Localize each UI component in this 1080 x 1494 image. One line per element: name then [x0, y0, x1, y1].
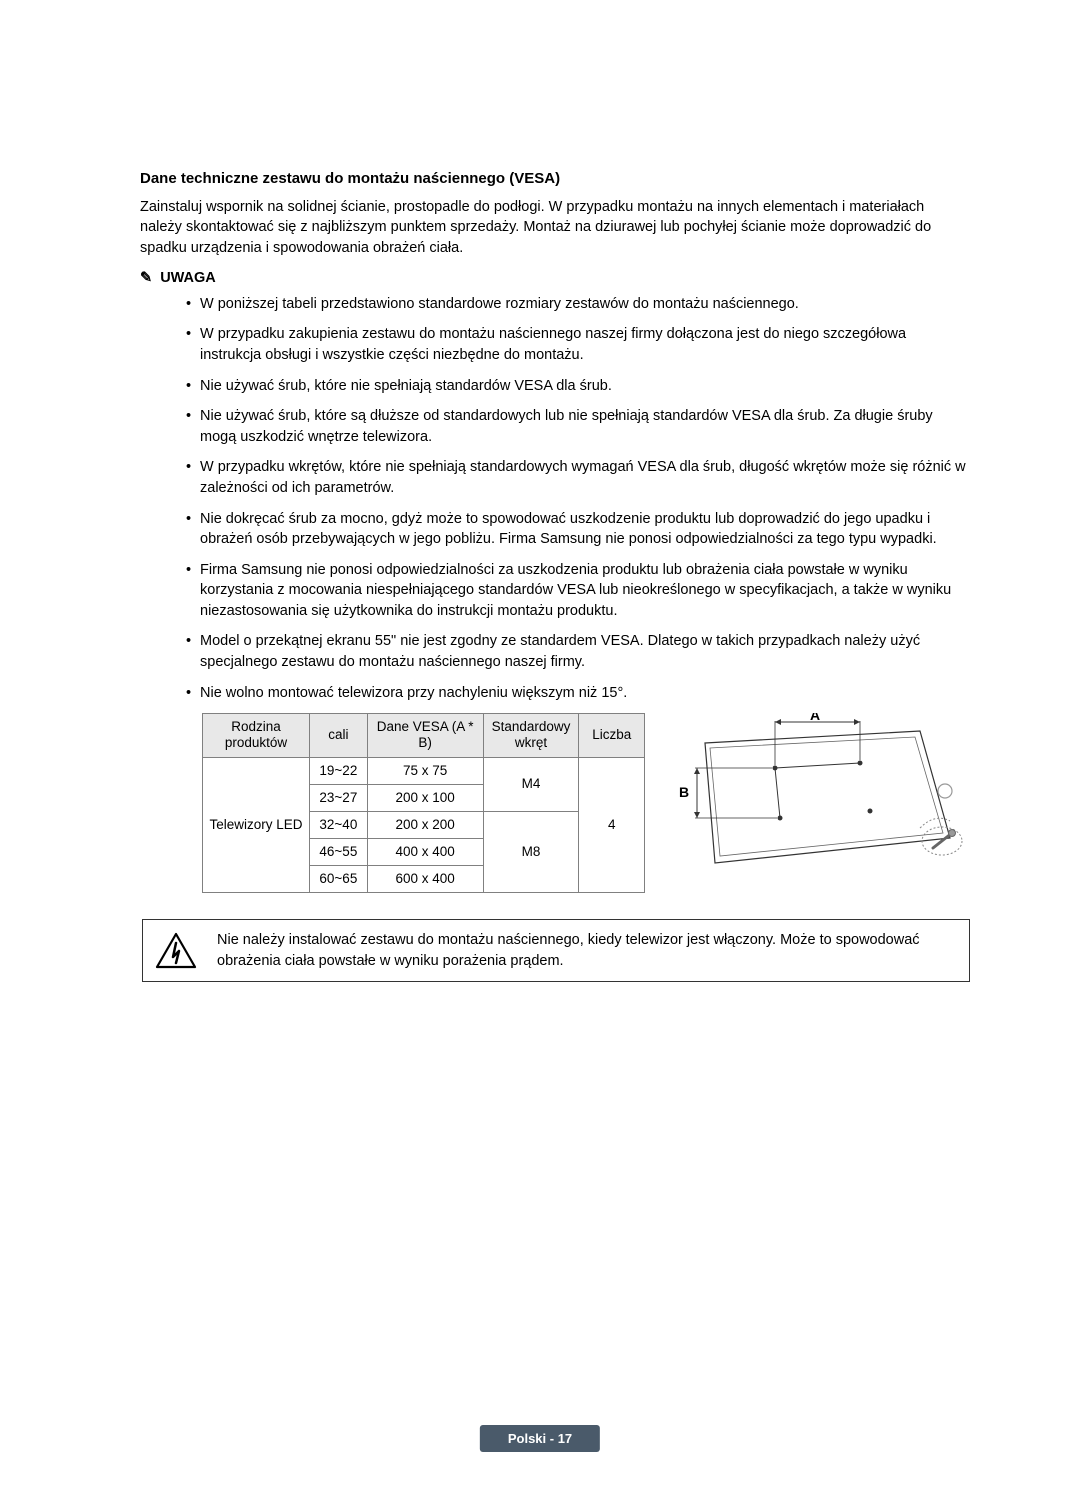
table-diagram-row: Rodzina produktów cali Dane VESA (A * B)… — [140, 713, 970, 893]
warning-icon — [153, 931, 199, 971]
note-icon: ✎ — [140, 270, 152, 286]
section-heading: Dane techniczne zestawu do montażu naści… — [140, 170, 970, 187]
bullet-item: W przypadku zakupienia zestawu do montaż… — [186, 324, 970, 365]
vesa-diagram: A B — [660, 713, 970, 893]
td-product: Telewizory LED — [203, 757, 310, 893]
td-inches: 60~65 — [309, 866, 367, 893]
bullet-item: Nie używać śrub, które nie spełniają sta… — [186, 376, 970, 397]
td-vesa: 600 x 400 — [367, 866, 483, 893]
bullet-item: W poniższej tabeli przedstawiono standar… — [186, 294, 970, 315]
warning-text: Nie należy instalować zestawu do montażu… — [217, 930, 953, 971]
td-screw: M8 — [483, 811, 579, 893]
intro-paragraph: Zainstaluj wspornik na solidnej ścianie,… — [140, 197, 970, 258]
bullet-item: Model o przekątnej ekranu 55" nie jest z… — [186, 631, 970, 672]
note-label-text: UWAGA — [160, 270, 216, 286]
label-a: A — [810, 713, 820, 723]
warning-box: Nie należy instalować zestawu do montażu… — [142, 919, 970, 982]
th-screw: Standardowy wkręt — [483, 714, 579, 757]
td-inches: 46~55 — [309, 839, 367, 866]
bullet-list: W poniższej tabeli przedstawiono standar… — [140, 294, 970, 703]
td-vesa: 400 x 400 — [367, 839, 483, 866]
bullet-item: W przypadku wkrętów, które nie spełniają… — [186, 457, 970, 498]
td-inches: 23~27 — [309, 784, 367, 811]
label-b: B — [679, 784, 689, 800]
td-vesa: 200 x 200 — [367, 811, 483, 838]
td-count: 4 — [579, 757, 645, 893]
bullet-item: Nie używać śrub, które są dłuższe od sta… — [186, 406, 970, 447]
td-inches: 32~40 — [309, 811, 367, 838]
th-vesa: Dane VESA (A * B) — [367, 714, 483, 757]
td-inches: 19~22 — [309, 757, 367, 784]
td-screw: M4 — [483, 757, 579, 811]
th-product: Rodzina produktów — [203, 714, 310, 757]
td-vesa: 200 x 100 — [367, 784, 483, 811]
td-vesa: 75 x 75 — [367, 757, 483, 784]
bullet-item: Nie dokręcać śrub za mocno, gdyż może to… — [186, 509, 970, 550]
th-count: Liczba — [579, 714, 645, 757]
note-label: ✎ UWAGA — [140, 270, 970, 286]
bullet-item: Firma Samsung nie ponosi odpowiedzialnoś… — [186, 560, 970, 622]
bullet-item: Nie wolno montować telewizora przy nachy… — [186, 683, 970, 704]
tv-diagram-svg: A B — [660, 713, 970, 873]
page-footer: Polski - 17 — [480, 1425, 600, 1452]
th-inches: cali — [309, 714, 367, 757]
vesa-table: Rodzina produktów cali Dane VESA (A * B)… — [202, 713, 645, 893]
